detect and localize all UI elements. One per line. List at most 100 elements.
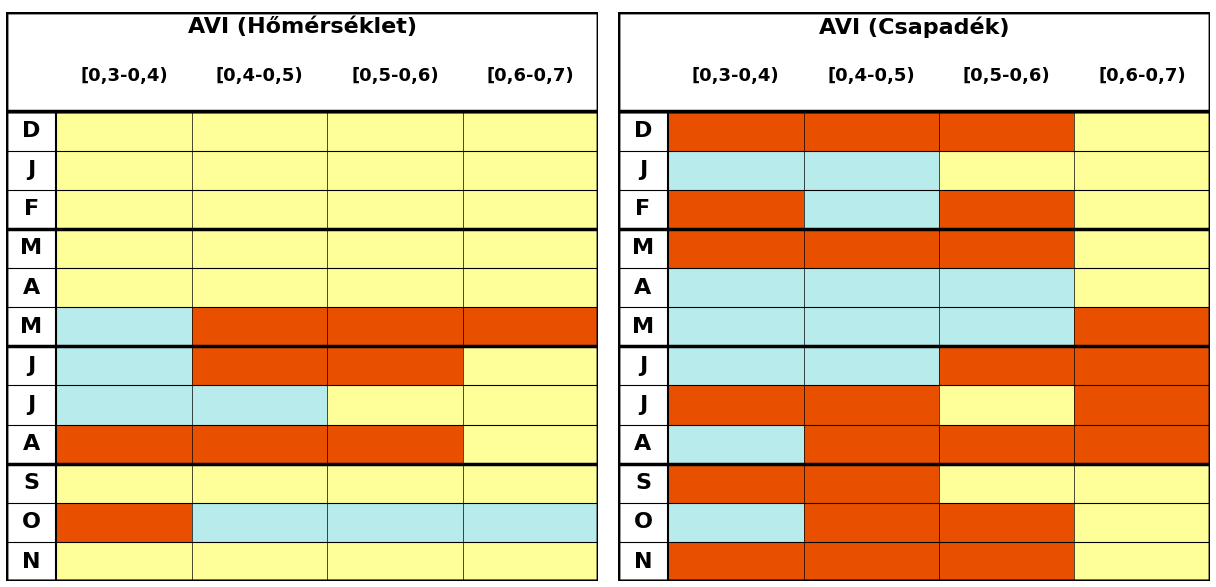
Bar bbox=[1075, 150, 1210, 190]
Bar bbox=[804, 464, 939, 503]
Bar bbox=[463, 464, 598, 503]
Bar bbox=[668, 424, 804, 464]
Bar bbox=[327, 424, 463, 464]
Bar bbox=[804, 112, 939, 150]
Bar bbox=[327, 307, 463, 346]
Bar bbox=[327, 503, 463, 542]
Bar bbox=[192, 424, 327, 464]
Bar bbox=[668, 229, 804, 268]
Bar bbox=[192, 386, 327, 424]
Text: S: S bbox=[23, 473, 39, 493]
Text: F: F bbox=[23, 199, 39, 220]
Bar bbox=[6, 424, 56, 464]
Bar bbox=[618, 150, 668, 190]
Bar bbox=[939, 150, 1075, 190]
Bar bbox=[463, 268, 598, 307]
Bar bbox=[463, 112, 598, 150]
Bar bbox=[1075, 190, 1210, 229]
Bar bbox=[327, 150, 463, 190]
Bar bbox=[463, 229, 598, 268]
Bar bbox=[939, 346, 1075, 386]
Bar bbox=[939, 229, 1075, 268]
Text: M: M bbox=[21, 316, 43, 337]
Text: M: M bbox=[632, 316, 654, 337]
Text: A: A bbox=[23, 278, 40, 298]
Bar bbox=[804, 150, 939, 190]
Bar bbox=[618, 386, 668, 424]
Bar bbox=[804, 346, 939, 386]
Text: AVI (Csapadék): AVI (Csapadék) bbox=[818, 16, 1009, 38]
Bar bbox=[668, 307, 804, 346]
Bar bbox=[192, 150, 327, 190]
Bar bbox=[56, 307, 192, 346]
Text: [0,5-0,6): [0,5-0,6) bbox=[351, 66, 439, 85]
Bar bbox=[192, 542, 327, 581]
Bar bbox=[192, 503, 327, 542]
Text: J: J bbox=[27, 395, 35, 415]
Bar bbox=[618, 112, 668, 150]
Bar bbox=[192, 229, 327, 268]
Bar bbox=[1075, 112, 1210, 150]
Bar bbox=[668, 268, 804, 307]
Text: J: J bbox=[638, 395, 647, 415]
Bar bbox=[56, 503, 192, 542]
Bar bbox=[192, 112, 327, 150]
Bar bbox=[804, 229, 939, 268]
Bar bbox=[804, 503, 939, 542]
Bar bbox=[56, 190, 192, 229]
Text: AVI (Hőmérséklet): AVI (Hőmérséklet) bbox=[187, 16, 417, 37]
Text: M: M bbox=[21, 238, 43, 258]
Bar bbox=[618, 112, 1210, 581]
Bar bbox=[6, 112, 56, 150]
Text: [0,4-0,5): [0,4-0,5) bbox=[215, 66, 304, 85]
Text: O: O bbox=[634, 512, 653, 532]
Bar bbox=[618, 542, 668, 581]
Bar bbox=[463, 150, 598, 190]
Text: A: A bbox=[23, 434, 40, 454]
Text: [0,3-0,4): [0,3-0,4) bbox=[80, 66, 168, 85]
Bar bbox=[56, 150, 192, 190]
Bar bbox=[463, 190, 598, 229]
Text: A: A bbox=[635, 278, 652, 298]
Bar bbox=[192, 307, 327, 346]
Bar bbox=[56, 386, 192, 424]
Bar bbox=[939, 190, 1075, 229]
Bar bbox=[618, 229, 668, 268]
Bar bbox=[327, 386, 463, 424]
Text: M: M bbox=[632, 238, 654, 258]
Text: J: J bbox=[638, 160, 647, 180]
Bar bbox=[56, 542, 192, 581]
Bar bbox=[1075, 386, 1210, 424]
Bar bbox=[192, 190, 327, 229]
Bar bbox=[6, 112, 598, 581]
Bar bbox=[6, 150, 56, 190]
Bar bbox=[939, 112, 1075, 150]
Text: [0,6-0,7): [0,6-0,7) bbox=[486, 66, 574, 85]
Bar bbox=[327, 190, 463, 229]
Bar bbox=[463, 503, 598, 542]
Bar bbox=[463, 386, 598, 424]
Bar bbox=[939, 268, 1075, 307]
Bar bbox=[1075, 268, 1210, 307]
Bar bbox=[939, 464, 1075, 503]
Bar bbox=[668, 112, 804, 150]
Bar bbox=[668, 503, 804, 542]
Bar bbox=[6, 386, 56, 424]
Bar bbox=[668, 346, 804, 386]
Bar bbox=[463, 307, 598, 346]
Bar bbox=[1075, 424, 1210, 464]
Text: A: A bbox=[635, 434, 652, 454]
Bar bbox=[327, 229, 463, 268]
Bar bbox=[192, 346, 327, 386]
Bar bbox=[618, 424, 668, 464]
Bar bbox=[192, 464, 327, 503]
Bar bbox=[463, 542, 598, 581]
Text: O: O bbox=[22, 512, 41, 532]
Bar bbox=[804, 424, 939, 464]
Bar bbox=[6, 190, 56, 229]
Bar bbox=[1075, 307, 1210, 346]
Bar bbox=[939, 542, 1075, 581]
Bar bbox=[668, 150, 804, 190]
Bar bbox=[668, 542, 804, 581]
Bar bbox=[618, 12, 1210, 112]
